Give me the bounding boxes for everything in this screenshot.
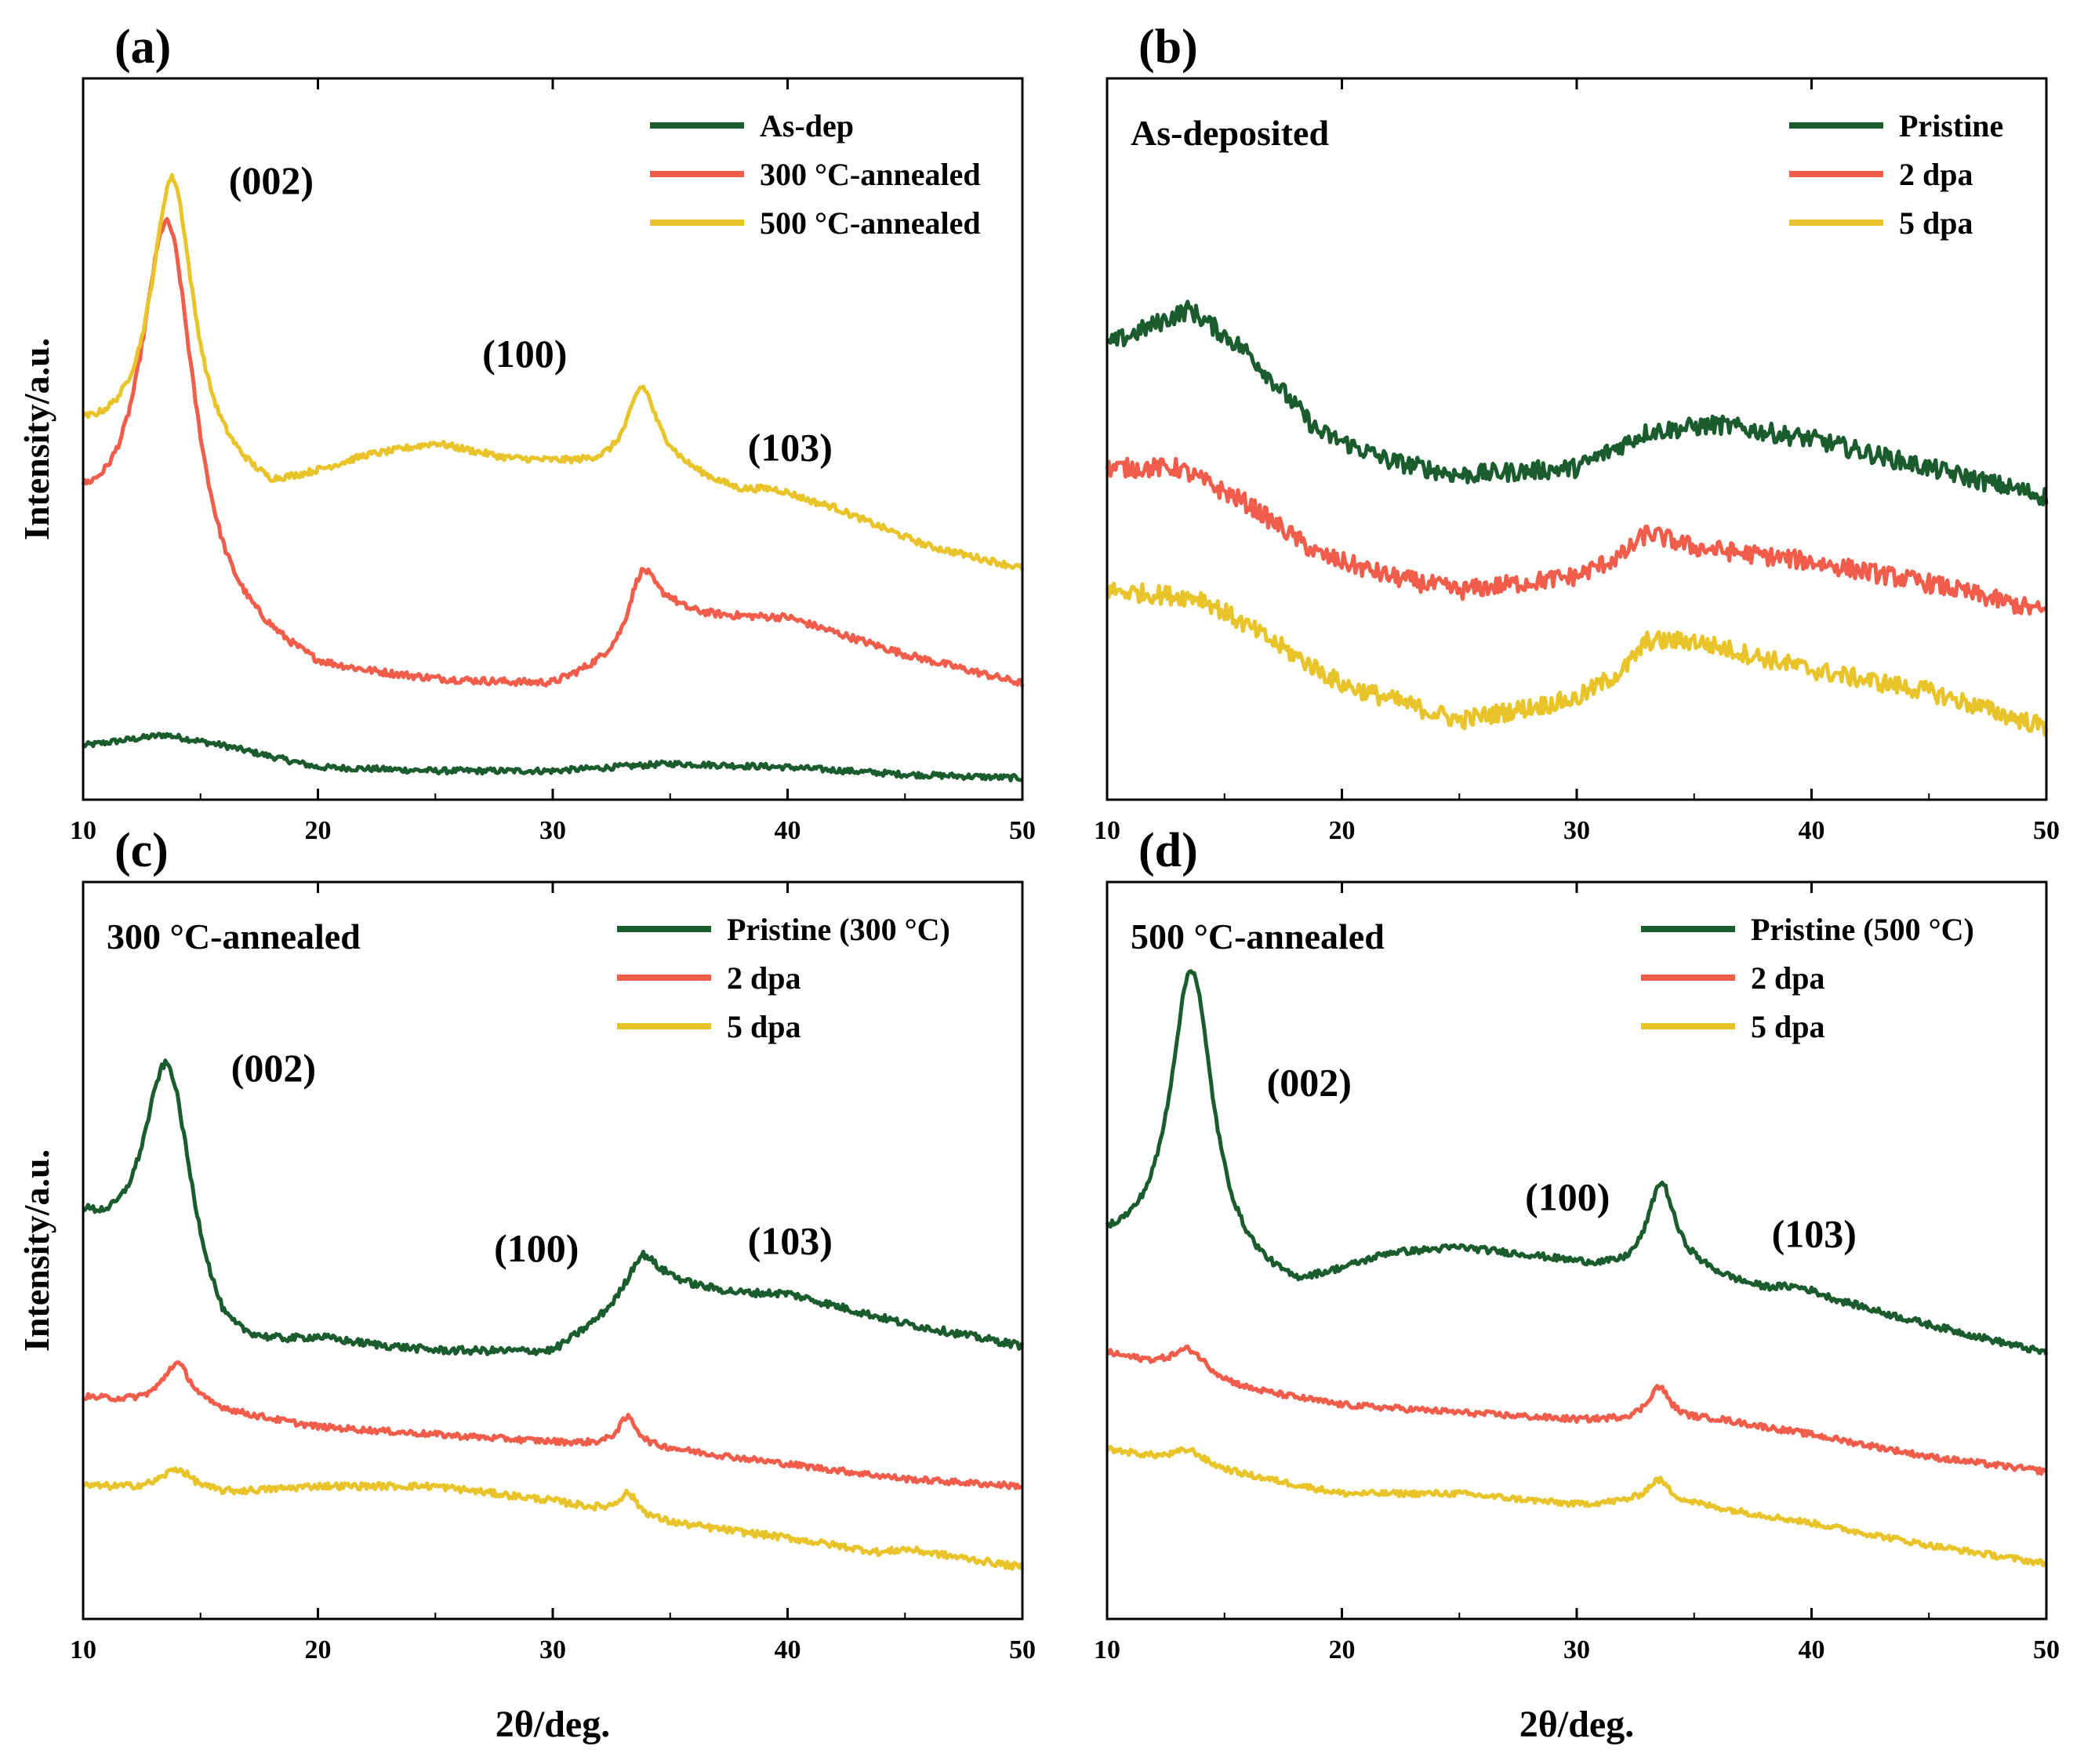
panel-title: 300 °C-annealed — [107, 916, 361, 956]
x-tick-label: 20 — [1329, 816, 1356, 845]
series-line-2 — [81, 216, 1025, 688]
series-line-2 — [1105, 456, 2049, 616]
x-tick-label: 50 — [1009, 816, 1036, 845]
x-tick-label: 10 — [70, 1635, 96, 1664]
legend-label: 5 dpa — [1751, 1009, 1825, 1044]
panel-letter: (a) — [114, 20, 171, 74]
series-line-3 — [81, 172, 1025, 572]
panel-letter: (c) — [114, 824, 169, 877]
x-tick-label: 40 — [775, 816, 801, 845]
peak-annotation: (100) — [482, 332, 567, 376]
series-line-1 — [1106, 299, 2049, 506]
panel-title: 500 °C-annealed — [1131, 916, 1385, 956]
peak-annotation: (002) — [229, 158, 314, 202]
legend-label: Pristine (500 °C) — [1751, 912, 1974, 947]
legend-label: 2 dpa — [1751, 960, 1825, 996]
legend-label: 5 dpa — [727, 1009, 801, 1044]
x-axis-label-left: 2θ/deg. — [496, 1704, 610, 1745]
panel-letter: (d) — [1138, 824, 1198, 877]
peak-annotation: (100) — [1525, 1174, 1610, 1218]
legend-label: Pristine — [1899, 108, 2003, 143]
peak-annotation: (103) — [748, 426, 833, 470]
series-line-3 — [82, 1466, 1025, 1571]
series-line-1 — [82, 731, 1023, 782]
series-line-2 — [82, 1360, 1023, 1490]
x-tick-label: 30 — [539, 1635, 566, 1664]
legend-label: Pristine (300 °C) — [727, 912, 950, 947]
x-tick-label: 50 — [2033, 816, 2060, 845]
legend-label: 2 dpa — [727, 960, 801, 996]
panel-letter: (b) — [1138, 20, 1198, 74]
legend-label: 500 °C-annealed — [760, 205, 981, 241]
legend-label: 300 °C-annealed — [760, 157, 981, 192]
legend-label: 5 dpa — [1899, 205, 1973, 241]
panel-c: 10 20 30 40 50 (c) 300 °C-annealed Intensity/a.… — [16, 824, 1036, 1664]
peak-annotation: (100) — [494, 1226, 579, 1270]
peak-annotation: (002) — [231, 1046, 316, 1090]
x-axis-label-right: 2θ/deg. — [1519, 1704, 1634, 1745]
panel-title: As-deposited — [1131, 113, 1329, 153]
x-tick-label: 40 — [1799, 1635, 1825, 1664]
y-axis-label: Intensity/a.u. — [16, 338, 56, 540]
x-tick-label: 50 — [2033, 1635, 2060, 1664]
legend-label: As-dep — [760, 108, 854, 143]
peak-annotation: (103) — [748, 1219, 833, 1263]
series-line-1 — [1105, 969, 2049, 1356]
x-tick-label: 10 — [1094, 1635, 1120, 1664]
x-tick-label: 20 — [305, 1635, 332, 1664]
x-tick-label: 20 — [305, 816, 332, 845]
series-line-3 — [1106, 581, 2049, 737]
legend-label: 2 dpa — [1899, 157, 1973, 192]
x-tick-label: 30 — [539, 816, 566, 845]
x-tick-label: 10 — [1094, 816, 1120, 845]
panel-a: 10 20 30 40 50 (a) Intensity/a.u. As-dep 300 °C-… — [16, 20, 1036, 845]
y-axis-label: Intensity/a.u. — [16, 1149, 56, 1352]
x-tick-label: 40 — [775, 1635, 801, 1664]
x-tick-label: 40 — [1799, 816, 1825, 845]
x-tick-label: 10 — [70, 816, 96, 845]
x-tick-label: 30 — [1563, 1635, 1590, 1664]
series-line-3 — [1106, 1444, 2048, 1568]
x-tick-label: 50 — [1009, 1635, 1036, 1664]
panel-b: 10 20 30 40 50 (b) As-deposited Pristine 2 dpa 5 … — [1094, 20, 2060, 845]
x-tick-label: 30 — [1563, 816, 1590, 845]
panel-d: 10 20 30 40 50 (d) 500 °C-annealed Pristine (50… — [1094, 824, 2060, 1664]
series-line-1 — [82, 1058, 1025, 1356]
peak-annotation: (002) — [1267, 1061, 1352, 1105]
x-tick-label: 20 — [1329, 1635, 1356, 1664]
peak-annotation: (103) — [1772, 1211, 1857, 1255]
plot-frame — [1106, 880, 2048, 1621]
series-line-2 — [1106, 1344, 2048, 1476]
